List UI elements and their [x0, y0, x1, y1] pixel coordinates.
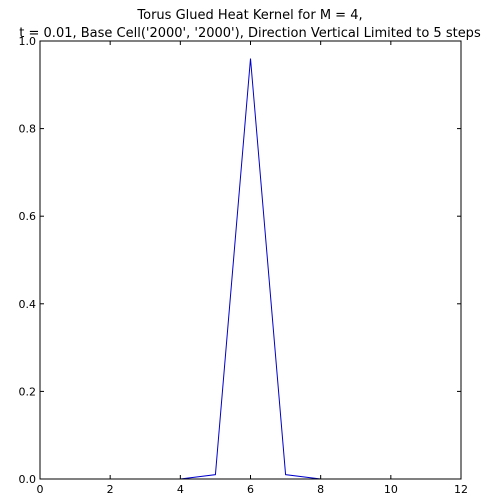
y-tick-label: 0.2	[19, 385, 37, 398]
y-tick-label: 1.0	[19, 35, 37, 48]
x-tick-label: 12	[454, 483, 468, 496]
x-tick-label: 2	[107, 483, 114, 496]
y-tick-label: 0.4	[19, 298, 37, 311]
series-layer	[40, 58, 321, 480]
x-tick-label: 6	[247, 483, 254, 496]
chart-title: Torus Glued Heat Kernel for M = 4,	[136, 8, 362, 23]
x-tick-label: 10	[384, 483, 398, 496]
y-tick-label: 0.6	[19, 210, 37, 223]
series-line	[40, 58, 321, 480]
x-tick-label: 4	[177, 483, 184, 496]
x-tick-label: 8	[317, 483, 324, 496]
y-tick-label: 0.8	[19, 123, 37, 136]
y-tick-label: 0.0	[19, 473, 37, 486]
chart-subtitle: t = 0.01, Base Cell('2000', '2000'), Dir…	[19, 26, 481, 41]
x-tick-label: 0	[37, 483, 44, 496]
plot-frame	[39, 40, 462, 480]
axis-ticks: 0 2 4 6 8 10 12 0.0 0.2 0.4 0.6 0.8 1.0	[19, 35, 469, 496]
